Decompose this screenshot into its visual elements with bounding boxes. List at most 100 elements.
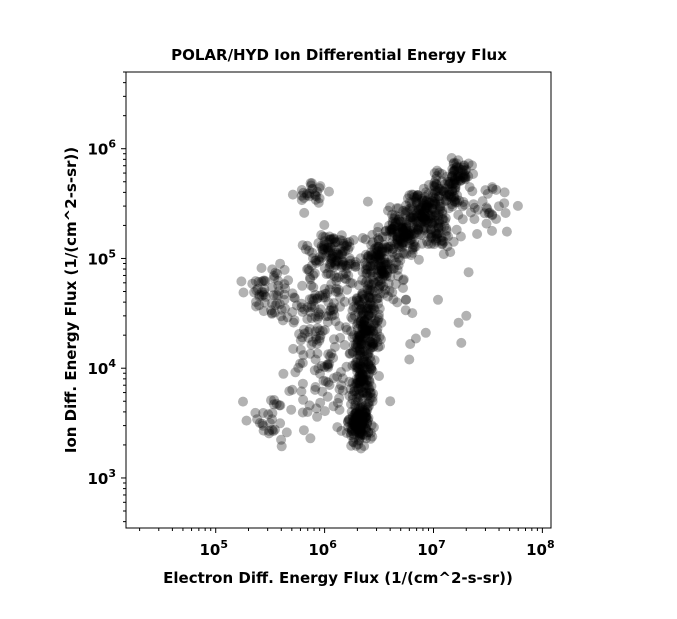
data-point [337, 260, 348, 271]
data-point [383, 291, 393, 302]
data-point [397, 216, 408, 227]
data-point [401, 219, 412, 230]
data-point [388, 224, 399, 235]
data-point [350, 402, 361, 413]
data-point [368, 318, 379, 329]
data-point [394, 242, 405, 252]
data-point [342, 237, 353, 248]
data-point [298, 394, 309, 405]
data-point [417, 193, 427, 204]
data-point [294, 329, 305, 339]
data-point [343, 244, 354, 255]
data-point [392, 249, 403, 260]
data-point [304, 188, 315, 199]
data-point [390, 218, 401, 229]
data-point [459, 173, 470, 184]
data-point [344, 414, 355, 425]
data-point [340, 322, 351, 333]
data-point [440, 196, 451, 206]
data-point [415, 209, 426, 220]
data-point [296, 302, 307, 313]
data-point [333, 249, 344, 260]
data-point [326, 257, 337, 268]
data-point [410, 206, 421, 216]
data-point [444, 189, 455, 200]
data-point [362, 418, 372, 428]
data-point [425, 211, 436, 222]
data-point [426, 224, 437, 235]
data-point [358, 417, 368, 427]
y-tick-label: 104 [87, 357, 116, 378]
data-point [304, 324, 315, 334]
data-point [258, 408, 269, 418]
data-point [347, 332, 358, 343]
data-point [367, 237, 378, 248]
data-point [358, 429, 369, 440]
data-point [339, 273, 350, 284]
data-point [311, 257, 322, 268]
data-point [425, 224, 436, 235]
data-point [338, 269, 349, 280]
data-point [259, 297, 270, 308]
data-point [356, 412, 367, 423]
data-point [433, 221, 444, 232]
data-point [359, 316, 369, 327]
data-point [440, 183, 451, 194]
data-point [411, 217, 422, 228]
data-point [271, 398, 282, 409]
data-point [357, 420, 367, 430]
data-point [359, 315, 370, 326]
data-point [346, 312, 357, 323]
data-point [272, 298, 282, 309]
data-point [367, 229, 378, 240]
data-point [437, 176, 447, 187]
data-point [254, 418, 265, 428]
data-point [351, 386, 362, 397]
data-point [401, 200, 411, 211]
data-point [363, 329, 374, 340]
data-point [341, 268, 351, 279]
data-point [377, 274, 388, 284]
data-point [353, 363, 364, 374]
data-point [310, 194, 321, 205]
data-point [380, 284, 391, 295]
data-point [434, 215, 444, 226]
data-point [304, 265, 315, 276]
data-point [349, 359, 360, 370]
data-point [355, 319, 366, 330]
data-point [359, 257, 370, 268]
data-point [329, 237, 340, 248]
data-point [355, 330, 366, 340]
data-point [315, 330, 326, 341]
data-point [328, 251, 339, 262]
data-point [357, 267, 368, 277]
data-point [431, 186, 442, 197]
data-point [311, 339, 322, 349]
data-point [457, 201, 468, 212]
data-point [377, 246, 388, 257]
data-point [374, 251, 385, 262]
data-point [282, 312, 293, 323]
data-point [360, 260, 371, 271]
data-point [427, 203, 438, 214]
data-point [368, 256, 379, 267]
data-point [408, 189, 419, 200]
data-point [392, 226, 403, 237]
data-point [393, 203, 404, 214]
data-point [320, 288, 331, 299]
data-point [321, 242, 332, 253]
data-point [423, 208, 434, 219]
data-point [359, 293, 370, 304]
data-point [348, 428, 359, 439]
data-point [387, 247, 398, 258]
data-point [322, 391, 333, 402]
data-point [354, 428, 365, 439]
data-point [400, 305, 411, 316]
data-point [337, 235, 348, 246]
data-point [353, 420, 364, 431]
data-point [322, 245, 333, 256]
data-point [251, 296, 261, 307]
data-point [425, 197, 435, 208]
data-point [367, 365, 378, 376]
data-point [427, 202, 438, 213]
